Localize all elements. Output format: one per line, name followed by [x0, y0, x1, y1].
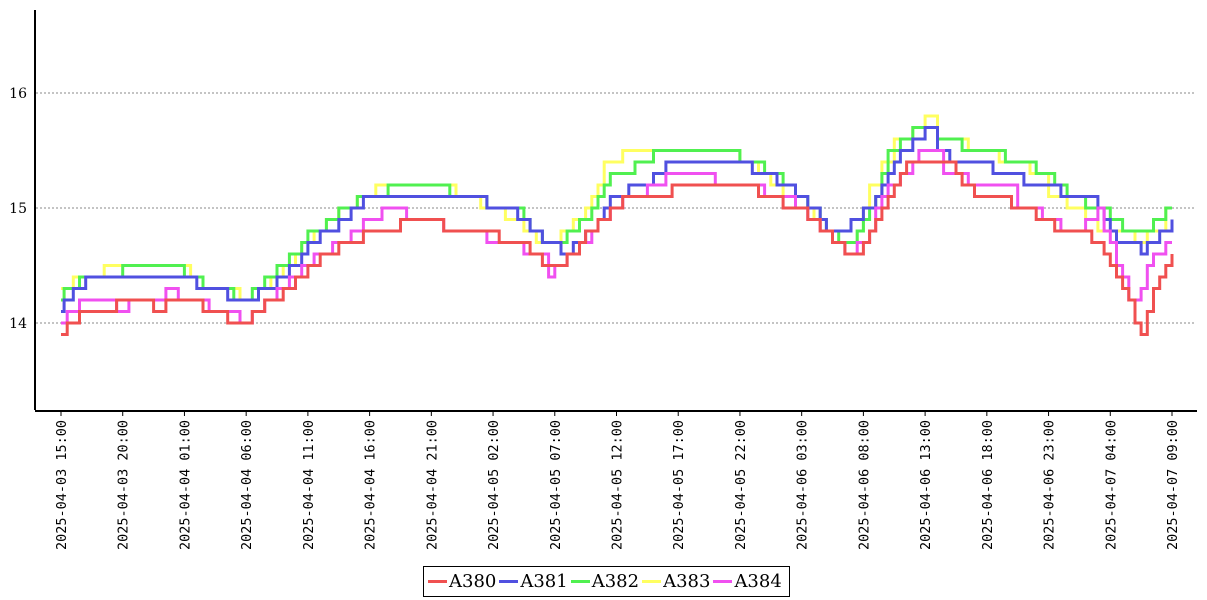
x-tick-label: 2025-04-07 04:00 [1103, 420, 1119, 550]
series-line-a383 [61, 114, 1172, 302]
x-tick-label: 2025-04-04 21:00 [424, 420, 440, 550]
legend-item-a381: A381 [499, 571, 568, 592]
x-tick-label: 2025-04-05 22:00 [733, 420, 749, 550]
legend-swatch [642, 580, 662, 583]
x-tick-label: 2025-04-04 06:00 [239, 420, 255, 550]
x-tick-label: 2025-04-03 20:00 [116, 420, 132, 550]
x-tick-label: 2025-04-06 23:00 [1042, 420, 1058, 550]
y-tick-label: 15 [9, 201, 27, 217]
x-tick-label: 2025-04-04 11:00 [301, 420, 317, 550]
legend-item-a380: A380 [428, 571, 496, 592]
x-tick-label: 2025-04-07 09:00 [1165, 420, 1181, 550]
x-tick-label: 2025-04-06 18:00 [980, 420, 996, 550]
y-tick-label: 16 [9, 86, 27, 102]
series-line-a382 [61, 126, 1172, 302]
series-line-a380 [61, 160, 1174, 336]
legend-swatch [713, 580, 733, 583]
x-tick-label: 2025-04-06 03:00 [795, 420, 811, 550]
x-tick-label: 2025-04-04 01:00 [177, 420, 193, 550]
legend-label: A384 [734, 571, 782, 592]
y-tick-label: 14 [9, 316, 27, 332]
series-layer [61, 114, 1174, 336]
legend-item-a383: A383 [642, 571, 710, 592]
x-tick-label: 2025-04-05 02:00 [486, 420, 502, 550]
series-line-a384 [61, 149, 1172, 325]
y-ticks: 14 15 16 [9, 86, 27, 332]
legend: A380 A381 A382 A383 A384 [423, 566, 790, 597]
legend-swatch [428, 580, 447, 583]
legend-swatch [499, 580, 519, 583]
legend-item-a384: A384 [713, 571, 782, 592]
series-line-a381 [61, 126, 1174, 313]
x-tick-label: 2025-04-05 17:00 [671, 420, 687, 550]
x-tick-label: 2025-04-05 12:00 [610, 420, 626, 550]
x-ticks: 2025-04-03 15:00 2025-04-03 20:00 2025-04-… [54, 411, 1181, 550]
legend-label: A382 [591, 571, 640, 592]
legend-label: A383 [663, 571, 711, 592]
legend-item-a382: A382 [570, 571, 640, 592]
x-tick-label: 2025-04-03 15:00 [54, 420, 70, 550]
legend-label: A381 [520, 571, 568, 592]
x-tick-label: 2025-04-06 13:00 [918, 420, 934, 550]
x-tick-label: 2025-04-06 08:00 [856, 420, 872, 550]
x-tick-label: 2025-04-05 07:00 [548, 420, 564, 550]
x-tick-label: 2025-04-04 16:00 [363, 420, 379, 550]
legend-label: A380 [449, 571, 497, 592]
legend-swatch [570, 580, 590, 583]
